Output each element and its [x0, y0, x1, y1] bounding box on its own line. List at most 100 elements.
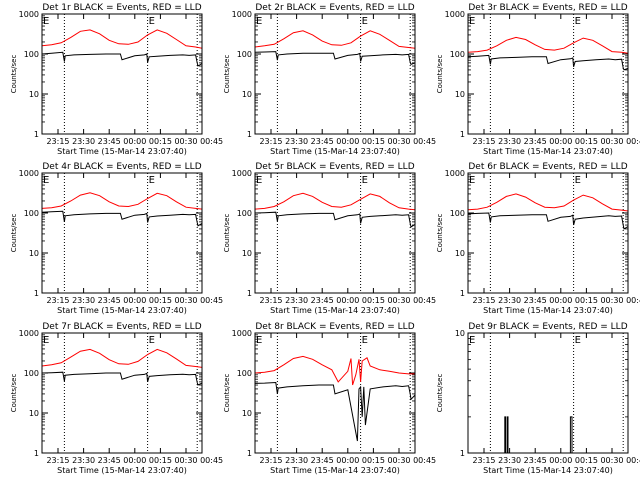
- x-tick-label: 00:45: [626, 296, 640, 305]
- y-tick-label: 1000: [232, 169, 252, 178]
- x-tick-label: 00:00: [336, 296, 359, 305]
- event-marker: E: [362, 335, 368, 346]
- plot-frame: [254, 172, 416, 294]
- y-axis-label: Counts/sec: [10, 374, 18, 413]
- y-axis-label: Counts/sec: [436, 214, 444, 253]
- x-tick-label: 23:15: [46, 137, 69, 146]
- x-axis-label: Start Time (15-Mar-14 23:07:40): [57, 306, 187, 315]
- y-tick-label: 1: [247, 449, 252, 458]
- y-tick-label: 10: [242, 249, 252, 258]
- y-tick-label: 1000: [445, 169, 465, 178]
- plot-frame: [41, 13, 203, 135]
- event-marker: E: [149, 16, 155, 27]
- x-tick-label: 23:45: [524, 456, 547, 465]
- event-marker: E: [575, 175, 581, 186]
- plot-frame: [254, 13, 416, 135]
- series-line-1: [254, 51, 416, 66]
- series-line-1: [41, 51, 203, 67]
- x-tick-label: 00:00: [123, 137, 146, 146]
- x-tick-label: 00:00: [336, 456, 359, 465]
- y-tick-label: 10: [29, 90, 39, 99]
- y-tick-label: 100: [24, 50, 39, 59]
- x-tick-label: 00:45: [200, 456, 223, 465]
- x-tick-label: 00:00: [549, 456, 572, 465]
- series-line-2: [467, 36, 629, 54]
- event-marker: E: [469, 335, 475, 346]
- x-axis-label: Start Time (15-Mar-14 23:07:40): [483, 147, 613, 156]
- x-tick-label: 23:30: [72, 296, 95, 305]
- y-tick-label: 10: [242, 409, 252, 418]
- event-marker: E: [149, 335, 155, 346]
- x-tick-label: 23:15: [259, 456, 282, 465]
- x-tick-label: 00:45: [626, 137, 640, 146]
- y-axis-label: Counts/sec: [10, 214, 18, 253]
- x-tick-label: 00:15: [362, 137, 385, 146]
- series-line-2: [41, 192, 203, 210]
- y-axis-label: Counts/sec: [10, 55, 18, 94]
- x-tick-label: 00:15: [362, 296, 385, 305]
- y-tick-label: 10: [29, 409, 39, 418]
- x-tick-label: 23:15: [472, 296, 495, 305]
- y-tick-label: 1: [34, 289, 39, 298]
- plot-panel-1: Det 1r BLACK = Events, RED = LLD Counts/s…: [10, 3, 223, 156]
- y-tick-label: 1: [34, 130, 39, 139]
- plot-panel-9: Det 9r BLACK = Events, RED = LLD Counts/s…: [436, 322, 640, 475]
- y-tick-label: 100: [237, 369, 252, 378]
- x-tick-label: 23:30: [498, 296, 521, 305]
- x-axis-label: Start Time (15-Mar-14 23:07:40): [270, 306, 400, 315]
- y-tick-label: 10: [29, 249, 39, 258]
- y-axis-label: Counts/sec: [436, 374, 444, 413]
- x-tick-label: 00:15: [575, 456, 598, 465]
- plot-title: Det 9r BLACK = Events, RED = LLD: [468, 322, 627, 332]
- plot-title: Det 2r BLACK = Events, RED = LLD: [255, 3, 414, 13]
- plot-title: Det 7r BLACK = Events, RED = LLD: [42, 322, 201, 332]
- plot-frame: [41, 332, 203, 454]
- event-marker: E: [575, 16, 581, 27]
- y-axis-label: Counts/sec: [223, 374, 231, 413]
- plot-title: Det 5r BLACK = Events, RED = LLD: [255, 162, 414, 172]
- plot-panel-5: Det 5r BLACK = Events, RED = LLD Counts/s…: [223, 162, 436, 315]
- x-tick-label: 23:45: [311, 456, 334, 465]
- x-tick-label: 23:15: [259, 137, 282, 146]
- x-tick-label: 00:30: [174, 296, 197, 305]
- x-tick-label: 23:45: [311, 296, 334, 305]
- y-axis-label: Counts/sec: [223, 55, 231, 94]
- y-tick-label: 1: [460, 130, 465, 139]
- series-line-1: [254, 211, 416, 228]
- y-tick-label: 100: [24, 369, 39, 378]
- plot-frame: [467, 13, 629, 135]
- x-tick-label: 23:30: [72, 137, 95, 146]
- y-tick-label: 1000: [19, 10, 39, 19]
- y-axis-label: Counts/sec: [223, 214, 231, 253]
- x-tick-label: 23:15: [472, 137, 495, 146]
- x-axis-label: Start Time (15-Mar-14 23:07:40): [270, 466, 400, 475]
- x-tick-label: 00:45: [626, 456, 640, 465]
- x-tick-label: 00:00: [549, 296, 572, 305]
- series-line-1: [41, 210, 203, 227]
- y-tick-label: 1: [460, 289, 465, 298]
- x-tick-label: 23:45: [524, 137, 547, 146]
- y-tick-label: 1000: [232, 10, 252, 19]
- y-tick-label: 100: [237, 50, 252, 59]
- x-tick-label: 00:45: [413, 296, 436, 305]
- x-tick-label: 00:00: [336, 137, 359, 146]
- plot-frame: [467, 332, 629, 454]
- series-line-2: [41, 348, 203, 368]
- event-marker: E: [575, 335, 581, 346]
- y-tick-label: 10: [455, 249, 465, 258]
- event-marker: E: [149, 175, 155, 186]
- series-line-1: [468, 416, 628, 454]
- x-tick-label: 00:45: [200, 296, 223, 305]
- plot-panel-8: Det 8r BLACK = Events, RED = LLD Counts/s…: [223, 322, 436, 475]
- x-tick-label: 00:30: [387, 296, 410, 305]
- x-tick-label: 23:30: [285, 137, 308, 146]
- x-tick-label: 00:15: [575, 296, 598, 305]
- series-line-2: [254, 192, 416, 211]
- x-tick-label: 00:45: [413, 456, 436, 465]
- plot-title: Det 6r BLACK = Events, RED = LLD: [468, 162, 627, 172]
- x-tick-label: 00:30: [600, 137, 623, 146]
- x-tick-label: 23:45: [311, 137, 334, 146]
- plot-title: Det 3r BLACK = Events, RED = LLD: [468, 3, 627, 13]
- y-tick-label: 1000: [19, 329, 39, 338]
